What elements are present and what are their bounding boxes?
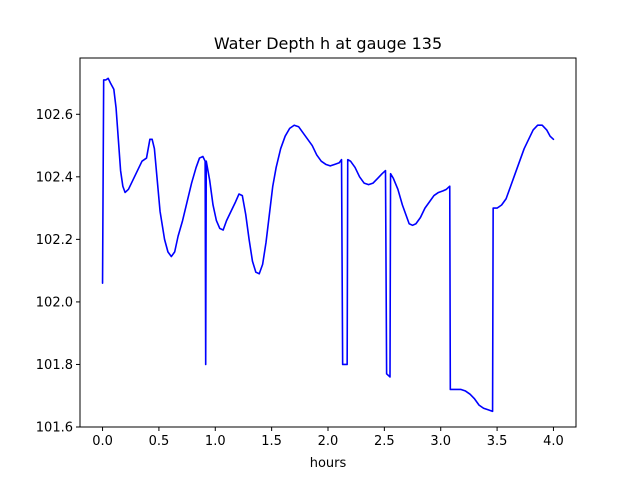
series-layer	[101, 77, 555, 413]
y-tick-label: 101.8	[36, 358, 73, 373]
y-tick-label: 102.4	[36, 170, 73, 185]
y-tick-label: 102.6	[36, 108, 73, 123]
x-tick-label: 2.5	[374, 434, 395, 449]
x-tick-label: 3.5	[487, 434, 508, 449]
x-tick-label: 1.5	[261, 434, 282, 449]
x-tick-label: 1.0	[205, 434, 226, 449]
x-tick-label: 0.5	[149, 434, 170, 449]
x-tick-label: 4.0	[543, 434, 564, 449]
x-axis-label: hours	[310, 456, 347, 471]
y-tick-label: 101.6	[36, 421, 73, 436]
chart-title: Water Depth h at gauge 135	[214, 34, 442, 53]
plot-area: 0.0 0.5 1.0 1.5 2.0 2.5 3.0 3.5 4.0 101.6101.810…	[36, 57, 577, 449]
x-axis-ticks: 0.0 0.5 1.0 1.5 2.0 2.5 3.0 3.5 4.0	[92, 427, 564, 449]
x-tick-label: 3.0	[430, 434, 451, 449]
x-tick-label: 0.0	[92, 434, 113, 449]
x-tick-label: 2.0	[318, 434, 339, 449]
y-tick-label: 102.2	[36, 233, 73, 248]
series-line-0	[101, 77, 555, 413]
y-axis-ticks: 101.6 101.8 102.0 102.2 102.4 102.6	[36, 108, 80, 436]
y-tick-label: 102.0	[36, 295, 73, 310]
